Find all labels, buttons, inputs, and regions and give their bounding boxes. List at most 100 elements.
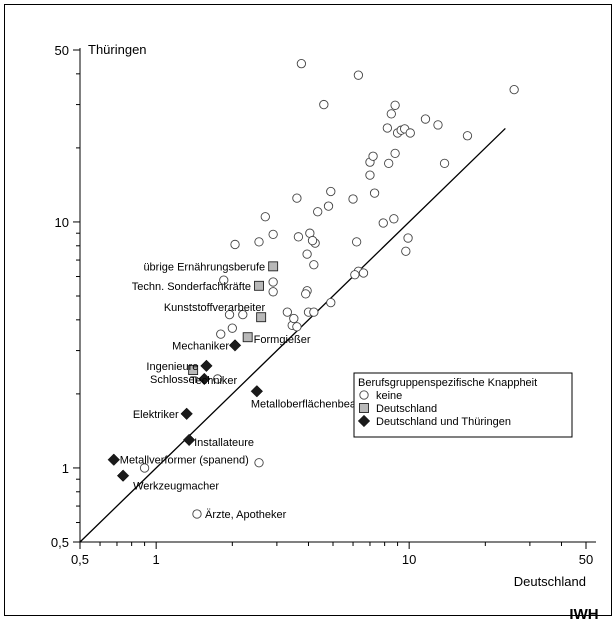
annotation-label: Installateure xyxy=(194,437,254,449)
data-point-circle xyxy=(382,123,393,133)
data-point-circle xyxy=(230,239,240,250)
annotation-label: Techniker xyxy=(190,375,237,387)
data-point-circle xyxy=(139,463,150,473)
data-point-circle xyxy=(509,84,519,95)
annotation-label: Schlosser xyxy=(150,374,199,386)
data-point-circle xyxy=(268,277,278,287)
data-point-circle xyxy=(319,99,329,110)
x-tick-label: 10 xyxy=(402,552,416,567)
data-point-circle xyxy=(219,275,229,285)
data-point-circle xyxy=(420,114,431,124)
data-point-circle xyxy=(302,249,312,259)
data-point-circle xyxy=(227,323,237,333)
y-axis-title: Thüringen xyxy=(88,42,147,57)
data-point-circle xyxy=(401,246,411,256)
y-tick-label: 0,5 xyxy=(51,535,69,550)
data-point-circle xyxy=(282,307,292,317)
annotations-layer: übrige Ernährungsberufe Techn. Sonderfach… xyxy=(120,261,388,521)
data-point-circle xyxy=(439,158,450,169)
x-axis-title: Deutschland xyxy=(514,574,586,589)
y-tick-label: 50 xyxy=(55,43,69,58)
data-point-circle xyxy=(192,509,202,519)
legend-marker-diamond xyxy=(357,414,371,428)
data-point-diamond xyxy=(200,359,213,373)
data-point-circle xyxy=(390,148,400,159)
source-label: IWH xyxy=(569,606,598,621)
annotation-label: Elektriker xyxy=(133,409,179,421)
data-point-circle xyxy=(307,235,318,246)
legend: Berufsgruppenspezifische KnappheitkeineD… xyxy=(353,372,573,438)
data-point-circle xyxy=(238,309,248,320)
x-tick-label: 1 xyxy=(153,552,160,567)
legend-entry-label: Deutschland und Thüringen xyxy=(376,416,511,428)
data-point-circle xyxy=(292,193,302,203)
data-point-circle xyxy=(389,214,399,224)
data-point-diamond xyxy=(116,469,130,482)
legend-box xyxy=(353,372,573,438)
data-point-circle xyxy=(433,120,443,130)
data-point-circle xyxy=(378,218,388,228)
scatter-chart: 0,5 1 10 50 0,5 1 10 50 übrige Ernährungsberufe… xyxy=(4,4,612,621)
data-point-circle xyxy=(268,287,278,297)
data-point-circle xyxy=(260,212,270,222)
data-point-diamond xyxy=(250,385,263,398)
annotation-label: übrige Ernährungsberufe xyxy=(143,261,265,273)
data-point-diamond xyxy=(228,339,242,352)
annotation-label: Metallverformer (spanend) xyxy=(120,455,249,467)
data-point-circle xyxy=(390,100,400,110)
annotation-label: Ärzte, Apotheker xyxy=(205,509,287,521)
data-point-circle xyxy=(350,270,360,280)
data-point-circle xyxy=(348,194,358,204)
data-point-circle xyxy=(353,70,364,80)
data-point-circle xyxy=(386,109,396,119)
data-point-circle xyxy=(301,289,311,299)
data-point-circle xyxy=(289,313,299,324)
data-point-circle xyxy=(254,458,264,468)
legend-marker-square xyxy=(359,403,369,413)
data-point-circle xyxy=(351,237,362,247)
data-point-square xyxy=(256,312,267,323)
data-point-circle xyxy=(254,237,264,247)
data-point-circle xyxy=(293,232,304,242)
y-tick-label: 1 xyxy=(62,461,69,476)
data-point-circle xyxy=(358,268,369,278)
data-point-square xyxy=(242,332,253,343)
x-tick-label: 50 xyxy=(579,552,593,567)
data-point-diamond xyxy=(180,407,193,420)
data-point-square xyxy=(254,280,264,291)
data-point-circle xyxy=(216,329,226,339)
x-tick-label: 0,5 xyxy=(71,552,89,567)
axes: 0,5 1 10 50 0,5 1 10 50 xyxy=(51,43,596,567)
data-point-circle xyxy=(462,131,473,141)
data-point-circle xyxy=(326,186,336,197)
data-point-circle xyxy=(405,128,415,138)
annotation-label: Ingenieure xyxy=(146,361,198,373)
data-point-circle xyxy=(292,322,302,332)
data-point-circle xyxy=(268,229,278,240)
diagonal-layer xyxy=(79,127,506,543)
data-point-circle xyxy=(403,233,413,243)
y-tick-label: 10 xyxy=(55,215,69,230)
data-point-circle xyxy=(309,307,319,317)
legend-entry-label: keine xyxy=(376,390,402,402)
annotation-label: Techn. Sonderfachkräfte xyxy=(132,281,251,293)
data-point-diamond xyxy=(107,453,120,466)
data-point-circle xyxy=(296,59,307,69)
legend-marker-circle xyxy=(359,390,369,400)
data-point-circle xyxy=(323,201,334,211)
data-point-circle xyxy=(309,260,319,270)
annotation-label: Kunststoffverarbeiter xyxy=(164,302,266,314)
annotation-label: Mechaniker xyxy=(172,340,229,352)
data-point-circle xyxy=(313,207,323,217)
data-point-circle xyxy=(384,158,394,169)
chart-frame: 0,5 1 10 50 0,5 1 10 50 übrige Ernährungsberufe… xyxy=(4,4,612,621)
annotation-label: Metalloberflächenbearbeiter xyxy=(251,398,388,410)
data-point-circle xyxy=(224,309,235,320)
data-point-circle xyxy=(365,170,375,180)
legend-title: Berufsgruppenspezifische Knappheit xyxy=(358,377,537,389)
legend-entry-label: Deutschland xyxy=(376,403,437,415)
data-point-diamond xyxy=(198,372,211,386)
points-layer xyxy=(107,59,519,519)
data-point-diamond xyxy=(182,433,196,447)
data-point-circle xyxy=(212,374,223,384)
